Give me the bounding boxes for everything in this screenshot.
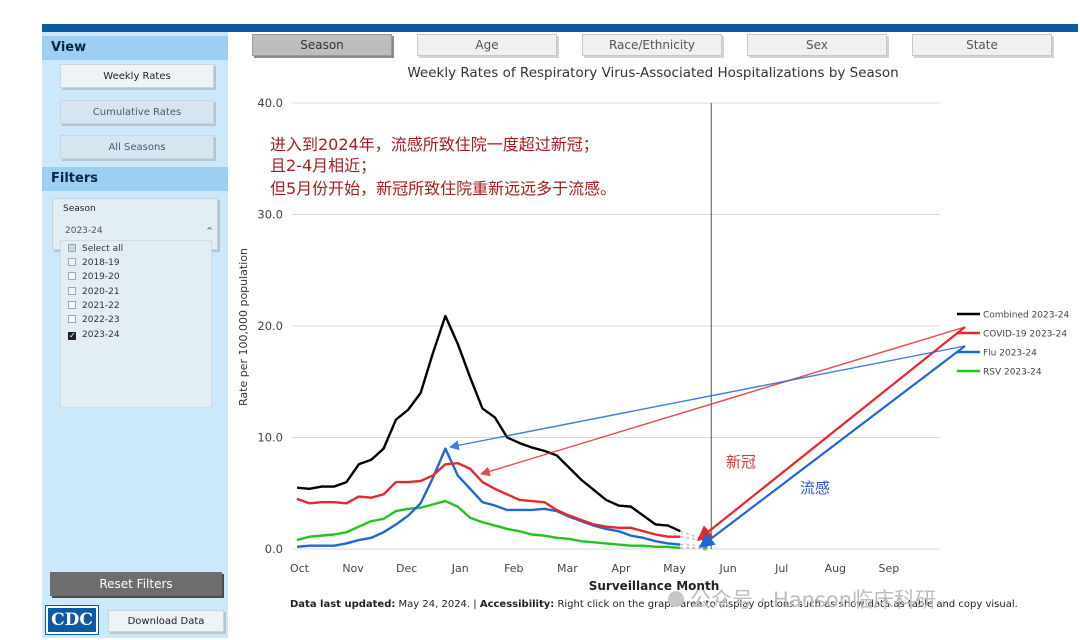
x-axis-ticks: Oct Nov Dec Jan Feb Mar Apr May Jun Jul Aug Sep bbox=[290, 562, 899, 575]
x-tick-label: Jan bbox=[451, 562, 469, 575]
annotation-line-3: 但5月份开始，新冠所致住院重新远远多于流感。 bbox=[270, 179, 616, 198]
updated-value: May 24, 2024. | bbox=[395, 599, 480, 610]
checkbox-checked-icon[interactable]: ✓ bbox=[68, 331, 76, 340]
cumulative-rates-button[interactable]: Cumulative Rates bbox=[60, 100, 214, 124]
tab-age[interactable]: Age bbox=[417, 34, 557, 56]
arrow-flu-may bbox=[698, 345, 966, 548]
x-tick-label: Aug bbox=[825, 562, 846, 575]
option-select-all[interactable]: Select all bbox=[68, 244, 123, 254]
accessibility-label: Accessibility: bbox=[479, 599, 555, 610]
tab-race-ethnicity[interactable]: Race/Ethnicity bbox=[582, 34, 722, 56]
projection-line-combined bbox=[680, 530, 706, 541]
x-tick-label: Sep bbox=[879, 562, 900, 575]
checkbox-icon[interactable] bbox=[68, 287, 76, 295]
checkbox-icon[interactable] bbox=[68, 301, 76, 309]
option-2019-20[interactable]: 2019-20 bbox=[68, 272, 120, 282]
series-line-rsv bbox=[296, 499, 681, 550]
cdc-logo: CDC bbox=[45, 605, 99, 635]
watermark: 公众号 · Hanson临床科研 bbox=[668, 584, 936, 614]
option-2018-19[interactable]: 2018-19 bbox=[68, 258, 120, 268]
x-tick-label: Jun bbox=[719, 562, 737, 575]
tab-state[interactable]: State bbox=[912, 34, 1052, 56]
filters-header: Filters bbox=[42, 167, 228, 191]
annotation-text: 进入到2024年，流感所致住院一度超过新冠； 且2-4月相近； 但5月份开始，新… bbox=[270, 135, 616, 198]
chevron-up-icon[interactable]: ⌃ bbox=[205, 225, 215, 238]
option-2023-24[interactable]: ✓ 2023-24 bbox=[68, 330, 120, 340]
grid-lines bbox=[292, 102, 940, 550]
x-tick-label: Apr bbox=[611, 562, 631, 575]
x-tick-label: Feb bbox=[504, 562, 523, 575]
y-axis-ticks: 0.0 10.0 20.0 30.0 40.0 bbox=[257, 96, 283, 556]
x-tick-label: Mar bbox=[557, 562, 578, 575]
y-tick-label: 20.0 bbox=[257, 319, 283, 333]
x-tick-label: Jul bbox=[774, 562, 788, 575]
y-tick-label: 0.0 bbox=[265, 542, 283, 556]
option-2022-23[interactable]: 2022-23 bbox=[68, 315, 120, 325]
flu-annotation-label: 流感 bbox=[800, 479, 830, 497]
checkbox-icon[interactable] bbox=[68, 244, 76, 252]
checkbox-icon[interactable] bbox=[68, 272, 76, 280]
x-axis-label: Surveillance Month bbox=[589, 579, 719, 593]
option-2020-21[interactable]: 2020-21 bbox=[68, 287, 120, 297]
legend: Combined 2023-24 COVID-19 2023-24 Flu 2023… bbox=[957, 311, 1069, 378]
series-line-flu bbox=[296, 447, 681, 548]
option-2021-22[interactable]: 2021-22 bbox=[68, 301, 120, 311]
y-tick-label: 10.0 bbox=[257, 431, 283, 445]
arrow-flu-peak bbox=[449, 345, 966, 451]
x-tick-label: Dec bbox=[396, 562, 417, 575]
covid-annotation-label: 新冠 bbox=[726, 453, 756, 471]
y-tick-label: 30.0 bbox=[257, 208, 283, 222]
top-accent-bar bbox=[42, 24, 1078, 32]
footer-note: Data last updated: May 24, 2024. | Acces… bbox=[290, 599, 1018, 610]
tab-sex[interactable]: Sex bbox=[747, 34, 887, 56]
checkbox-icon[interactable] bbox=[68, 315, 76, 323]
x-tick-label: May bbox=[663, 562, 686, 575]
x-tick-label: Oct bbox=[290, 562, 310, 575]
sidebar: View Weekly Rates Cumulative Rates All S… bbox=[42, 32, 228, 638]
all-seasons-button[interactable]: All Seasons bbox=[60, 135, 214, 159]
annotation-line-2: 且2-4月相近； bbox=[270, 156, 376, 175]
y-axis-label: Rate per 100,000 population bbox=[237, 248, 250, 406]
series-lines bbox=[296, 314, 708, 551]
chart-title: Weekly Rates of Respiratory Virus-Associ… bbox=[407, 65, 898, 81]
tab-season[interactable]: Season bbox=[252, 34, 392, 56]
legend-label: Flu 2023-24 bbox=[983, 349, 1037, 359]
season-filter-value: 2023-24 bbox=[65, 226, 103, 236]
annotation-arrows bbox=[449, 326, 966, 548]
updated-label: Data last updated: bbox=[290, 599, 396, 610]
y-tick-label: 40.0 bbox=[257, 96, 283, 110]
reset-filters-button[interactable]: Reset Filters bbox=[50, 572, 222, 596]
arrow-covid-may bbox=[696, 326, 966, 541]
wechat-icon bbox=[668, 591, 684, 607]
checkbox-icon[interactable] bbox=[68, 258, 76, 266]
x-tick-label: Nov bbox=[342, 562, 364, 575]
weekly-rates-button[interactable]: Weekly Rates bbox=[60, 64, 214, 88]
series-line-combined bbox=[296, 314, 681, 533]
legend-label: RSV 2023-24 bbox=[983, 368, 1042, 378]
download-data-button[interactable]: Download Data bbox=[108, 610, 224, 632]
arrow-covid-peak bbox=[480, 326, 966, 477]
annotation-line-1: 进入到2024年，流感所致住院一度超过新冠； bbox=[270, 135, 599, 154]
legend-label: Combined 2023-24 bbox=[983, 311, 1069, 321]
season-options-list: Select all 2018-19 2019-20 2020-21 2021-… bbox=[60, 240, 212, 408]
series-line-covid bbox=[296, 461, 681, 538]
view-header: View bbox=[42, 36, 228, 60]
legend-label: COVID-19 2023-24 bbox=[983, 330, 1067, 340]
season-filter-title: Season bbox=[63, 204, 96, 214]
accessibility-value: Right click on the graph area to display… bbox=[554, 599, 1018, 610]
